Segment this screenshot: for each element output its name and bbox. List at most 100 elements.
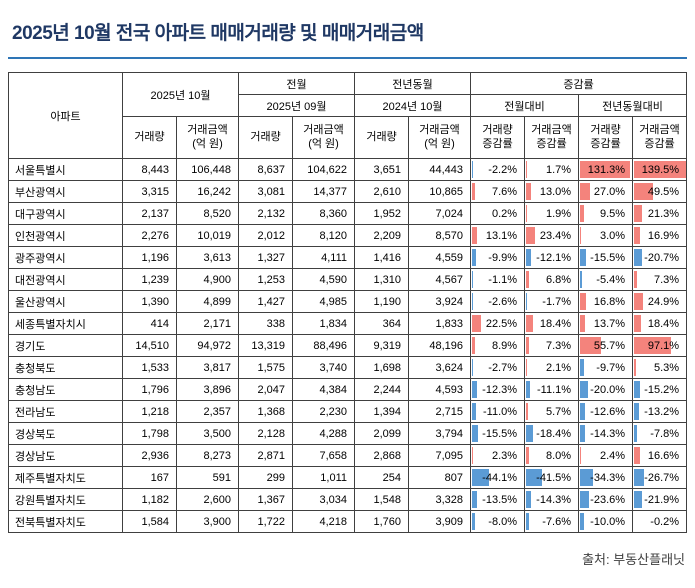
negative-data-bar xyxy=(634,491,643,508)
header-volume-prev-year: 거래량 xyxy=(354,116,410,159)
percent-value: 131.3% xyxy=(587,163,626,176)
value-cell: 4,985 xyxy=(292,290,356,313)
header-current-month: 2025년 10월 xyxy=(121,72,240,117)
header-amount-current: 거래금액 (억 원) xyxy=(175,116,240,159)
percent-cell: -20.7% xyxy=(632,246,688,269)
percent-value: -15.2% xyxy=(644,383,680,396)
negative-data-bar xyxy=(472,491,478,508)
value-cell: 1,575 xyxy=(238,356,294,379)
percent-value: -12.6% xyxy=(590,405,626,418)
percent-cell: -26.7% xyxy=(632,466,688,489)
negative-data-bar xyxy=(472,425,478,442)
percent-value: -1.7% xyxy=(542,295,572,308)
value-cell: 1,760 xyxy=(354,510,410,533)
positive-data-bar xyxy=(580,447,581,464)
region-cell: 전라남도 xyxy=(8,400,123,423)
value-cell: 106,448 xyxy=(175,158,240,181)
table-row: 전라남도 1,218 2,357 1,368 2,230 1,394 2,715 -11.0%… xyxy=(8,400,688,423)
positive-data-bar xyxy=(634,227,641,244)
positive-data-bar xyxy=(634,271,637,288)
percent-value: -14.3% xyxy=(536,493,572,506)
percent-value: 2.1% xyxy=(545,361,572,374)
percent-value: 13.1% xyxy=(485,229,518,242)
region-cell: 경상북도 xyxy=(8,422,123,445)
percent-cell: -34.3% xyxy=(578,466,634,489)
percent-cell: -9.7% xyxy=(578,356,634,379)
value-cell: 2,209 xyxy=(354,224,410,247)
percent-cell: -2.6% xyxy=(470,290,526,313)
negative-data-bar xyxy=(634,403,640,420)
value-cell: 2,871 xyxy=(238,444,294,467)
percent-cell: -13.5% xyxy=(470,488,526,511)
percent-cell: -15.2% xyxy=(632,378,688,401)
value-cell: 10,865 xyxy=(408,180,472,203)
percent-cell: 16.8% xyxy=(578,290,634,313)
region-cell: 울산광역시 xyxy=(8,290,123,313)
percent-value: 13.0% xyxy=(539,185,572,198)
positive-data-bar xyxy=(634,337,671,354)
percent-cell: -5.4% xyxy=(578,268,634,291)
value-cell: 4,567 xyxy=(408,268,472,291)
value-cell: 8,520 xyxy=(175,202,240,225)
percent-cell: 97.1% xyxy=(632,334,688,357)
percent-cell: -1.1% xyxy=(470,268,526,291)
percent-value: 1.7% xyxy=(545,163,572,176)
table-row: 광주광역시 1,196 3,613 1,327 4,111 1,416 4,559 -9.9%… xyxy=(8,246,688,269)
title-divider xyxy=(8,57,687,59)
page-title: 2025년 10월 전국 아파트 매매거래량 및 매매거래금액 xyxy=(12,23,424,44)
value-cell: 7,658 xyxy=(292,444,356,467)
value-cell: 1,416 xyxy=(354,246,410,269)
percent-value: 13.7% xyxy=(593,317,626,330)
value-cell: 16,242 xyxy=(175,180,240,203)
percent-cell: 0.2% xyxy=(470,202,526,225)
table-row: 전북특별자치도 1,584 3,900 1,722 4,218 1,760 3,909 -8.… xyxy=(8,510,688,533)
percent-value: -26.7% xyxy=(644,471,680,484)
percent-value: -34.3% xyxy=(590,471,626,484)
value-cell: 88,496 xyxy=(292,334,356,357)
value-cell: 1,952 xyxy=(354,202,410,225)
positive-data-bar xyxy=(526,403,529,420)
value-cell: 414 xyxy=(122,312,177,335)
negative-data-bar xyxy=(472,469,489,486)
header-prev-year-group: 전년동월 xyxy=(354,72,472,95)
positive-data-bar xyxy=(526,447,530,464)
negative-data-bar xyxy=(526,513,529,530)
percent-value: 18.4% xyxy=(539,317,572,330)
percent-value: -0.2% xyxy=(650,515,680,528)
source-credit: 출처: 부동산플래닛 xyxy=(582,552,685,567)
percent-cell: 18.4% xyxy=(524,312,580,335)
value-cell: 1,182 xyxy=(122,488,177,511)
percent-value: 23.4% xyxy=(539,229,572,242)
table-row: 서울특별시 8,443 106,448 8,637 104,622 3,651 44,443… xyxy=(8,158,688,181)
value-cell: 3,896 xyxy=(175,378,240,401)
negative-data-bar xyxy=(526,469,542,486)
value-cell: 2,171 xyxy=(175,312,240,335)
percent-cell: -0.2% xyxy=(632,510,688,533)
percent-value: 9.5% xyxy=(599,207,626,220)
value-cell: 48,196 xyxy=(408,334,472,357)
percent-value: -13.2% xyxy=(644,405,680,418)
value-cell: 3,034 xyxy=(292,488,356,511)
value-cell: 2,936 xyxy=(122,444,177,467)
table-row: 경상북도 1,798 3,500 2,128 4,288 2,099 3,794 -15.5%… xyxy=(8,422,688,445)
negative-data-bar xyxy=(526,381,531,398)
table-row: 강원특별자치도 1,182 2,600 1,367 3,034 1,548 3,328 -13… xyxy=(8,488,688,511)
value-cell: 3,328 xyxy=(408,488,472,511)
value-cell: 8,443 xyxy=(122,158,177,181)
value-cell: 2,012 xyxy=(238,224,294,247)
table-row: 부산광역시 3,315 16,242 3,081 14,377 2,610 10,865 7.… xyxy=(8,180,688,203)
value-cell: 14,510 xyxy=(122,334,177,357)
value-cell: 7,095 xyxy=(408,444,472,467)
value-cell: 299 xyxy=(238,466,294,489)
percent-value: -5.4% xyxy=(596,273,626,286)
value-cell: 94,972 xyxy=(175,334,240,357)
value-cell: 4,590 xyxy=(292,268,356,291)
percent-cell: 2.3% xyxy=(470,444,526,467)
percent-cell: 131.3% xyxy=(578,158,634,181)
value-cell: 1,253 xyxy=(238,268,294,291)
positive-data-bar xyxy=(472,337,476,354)
positive-data-bar xyxy=(526,315,534,332)
region-cell: 서울특별시 xyxy=(8,158,123,181)
negative-data-bar xyxy=(634,469,645,486)
percent-value: -20.7% xyxy=(644,251,680,264)
